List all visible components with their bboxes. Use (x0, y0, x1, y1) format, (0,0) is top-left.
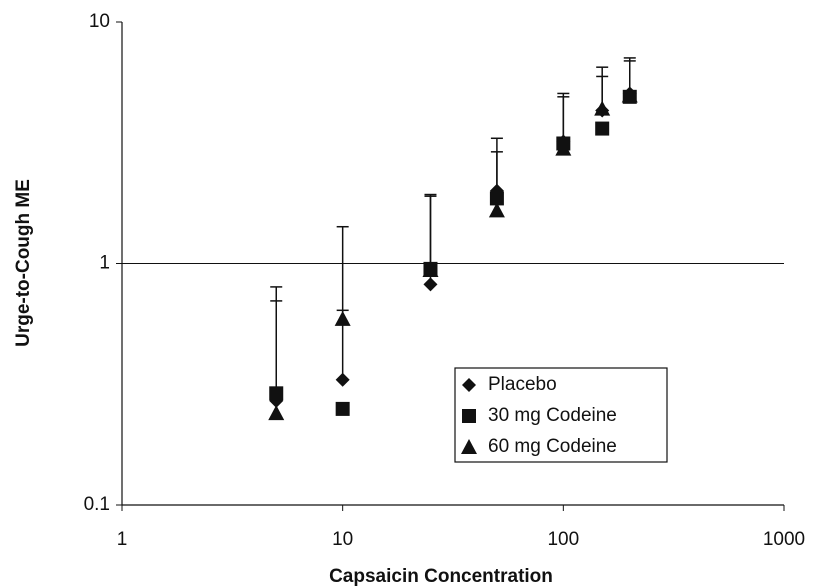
x-tick-label: 1000 (763, 529, 805, 550)
marker-diamond (462, 378, 476, 392)
error-bar (424, 193, 437, 269)
x-tick-label: 10 (332, 529, 353, 550)
error-bar (270, 300, 283, 394)
error-bar (336, 225, 349, 319)
marker-triangle (488, 202, 505, 218)
marker-triangle (555, 140, 572, 156)
marker-diamond (423, 277, 438, 292)
marker-triangle (594, 100, 611, 116)
marker-square (462, 409, 476, 423)
y-tick-label: 1 (99, 253, 110, 274)
marker-triangle (621, 87, 638, 103)
marker-square (595, 121, 610, 136)
y-axis-title: Urge-to-Cough ME (13, 179, 34, 347)
marker-diamond (335, 372, 350, 387)
y-tick-label: 0.1 (84, 494, 110, 515)
marker-triangle (461, 439, 477, 454)
x-tick-label: 1 (117, 529, 128, 550)
legend-label: 60 mg Codeine (488, 436, 617, 457)
marker-square (269, 386, 284, 401)
legend-label: Placebo (488, 374, 557, 395)
legend-label: 30 mg Codeine (488, 405, 617, 426)
marker-square (335, 401, 350, 416)
marker-triangle (422, 261, 439, 277)
marker-triangle (334, 310, 351, 326)
marker-square (489, 191, 504, 206)
x-tick-label: 100 (547, 529, 579, 550)
legend-box (454, 367, 668, 463)
marker-triangle (268, 405, 285, 421)
x-axis-title: Capsaicin Concentration (329, 566, 553, 587)
y-tick-label: 10 (89, 11, 110, 32)
